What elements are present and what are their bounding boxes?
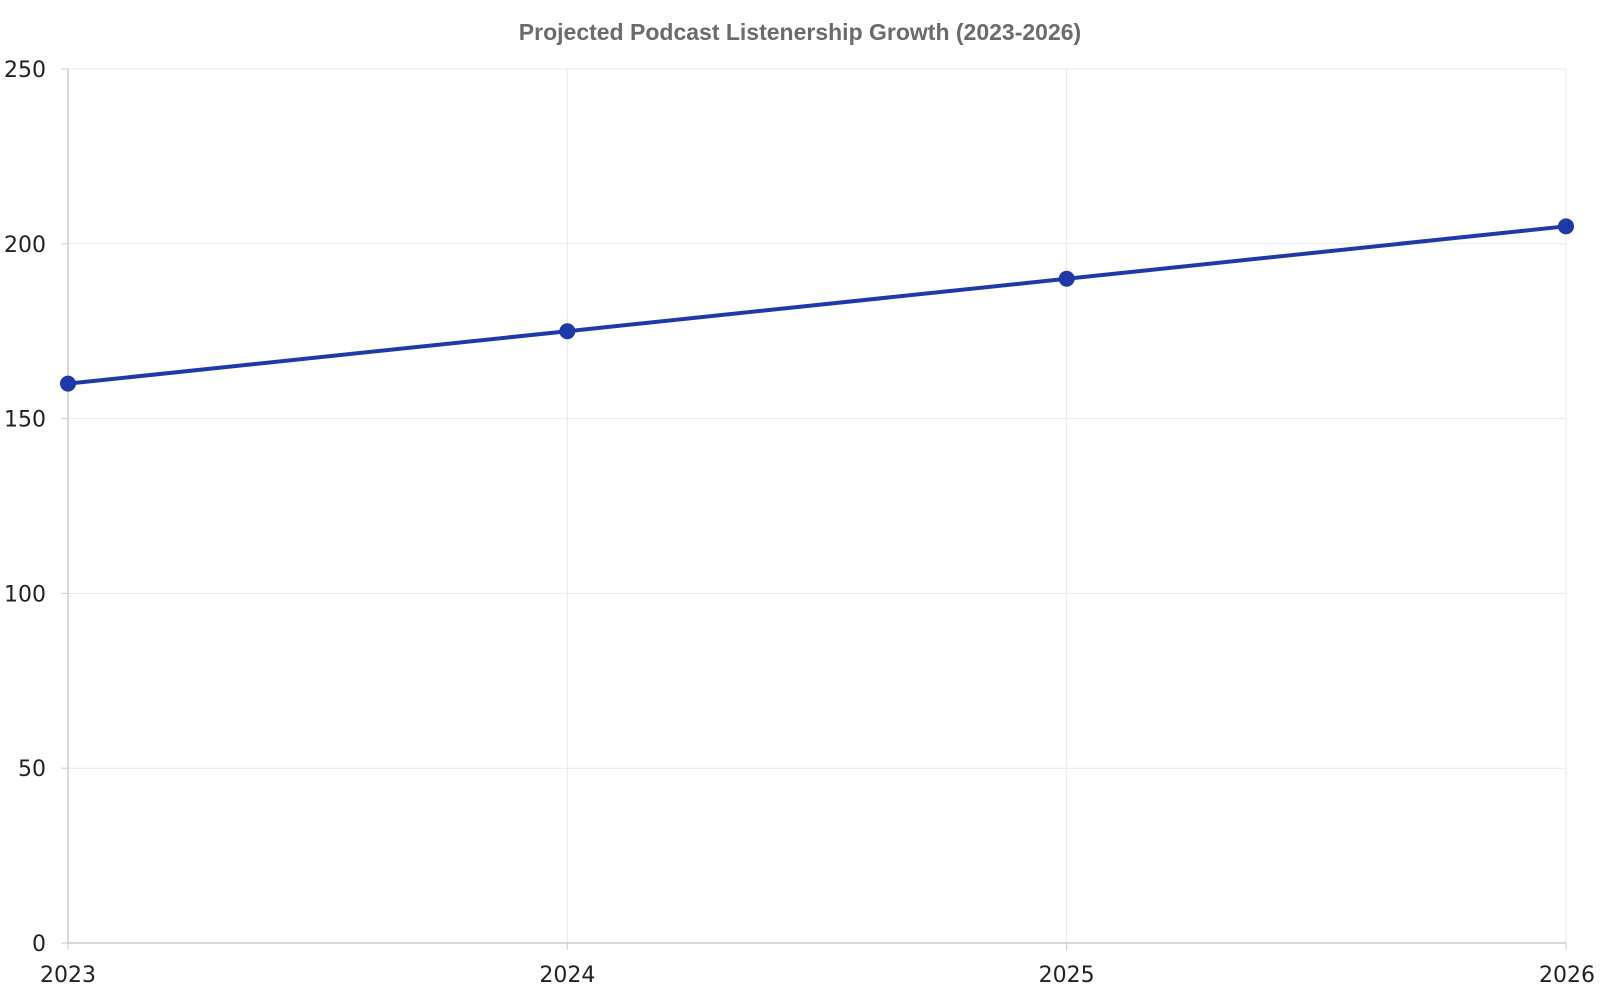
y-axis-ticks: 0 50 100 150 200 250 <box>4 58 68 957</box>
x-tick-label: 2023 <box>40 963 96 988</box>
series-line-path <box>66 224 1568 386</box>
x-tick-label: 2026 <box>1539 963 1595 988</box>
y-tick-label: 200 <box>4 233 46 258</box>
y-tick-label: 150 <box>4 408 46 433</box>
axes <box>67 69 1566 944</box>
x-tick-label: 2024 <box>539 963 595 988</box>
series-points <box>60 218 1574 392</box>
grid-lines <box>68 68 1567 943</box>
data-point[interactable] <box>1058 270 1075 287</box>
data-point[interactable] <box>1558 218 1574 235</box>
x-tick-label: 2025 <box>1039 963 1095 988</box>
series-line <box>66 224 1568 386</box>
x-axis-ticks: 2023 2024 2025 2026 <box>40 943 1595 988</box>
data-point[interactable] <box>559 323 576 340</box>
chart-title: Projected Podcast Listenership Growth (2… <box>518 19 1082 45</box>
y-tick-label: 250 <box>4 58 46 83</box>
data-point[interactable] <box>60 375 76 392</box>
y-tick-label: 0 <box>32 932 46 957</box>
y-tick-label: 100 <box>4 582 46 607</box>
y-tick-label: 50 <box>18 757 46 782</box>
